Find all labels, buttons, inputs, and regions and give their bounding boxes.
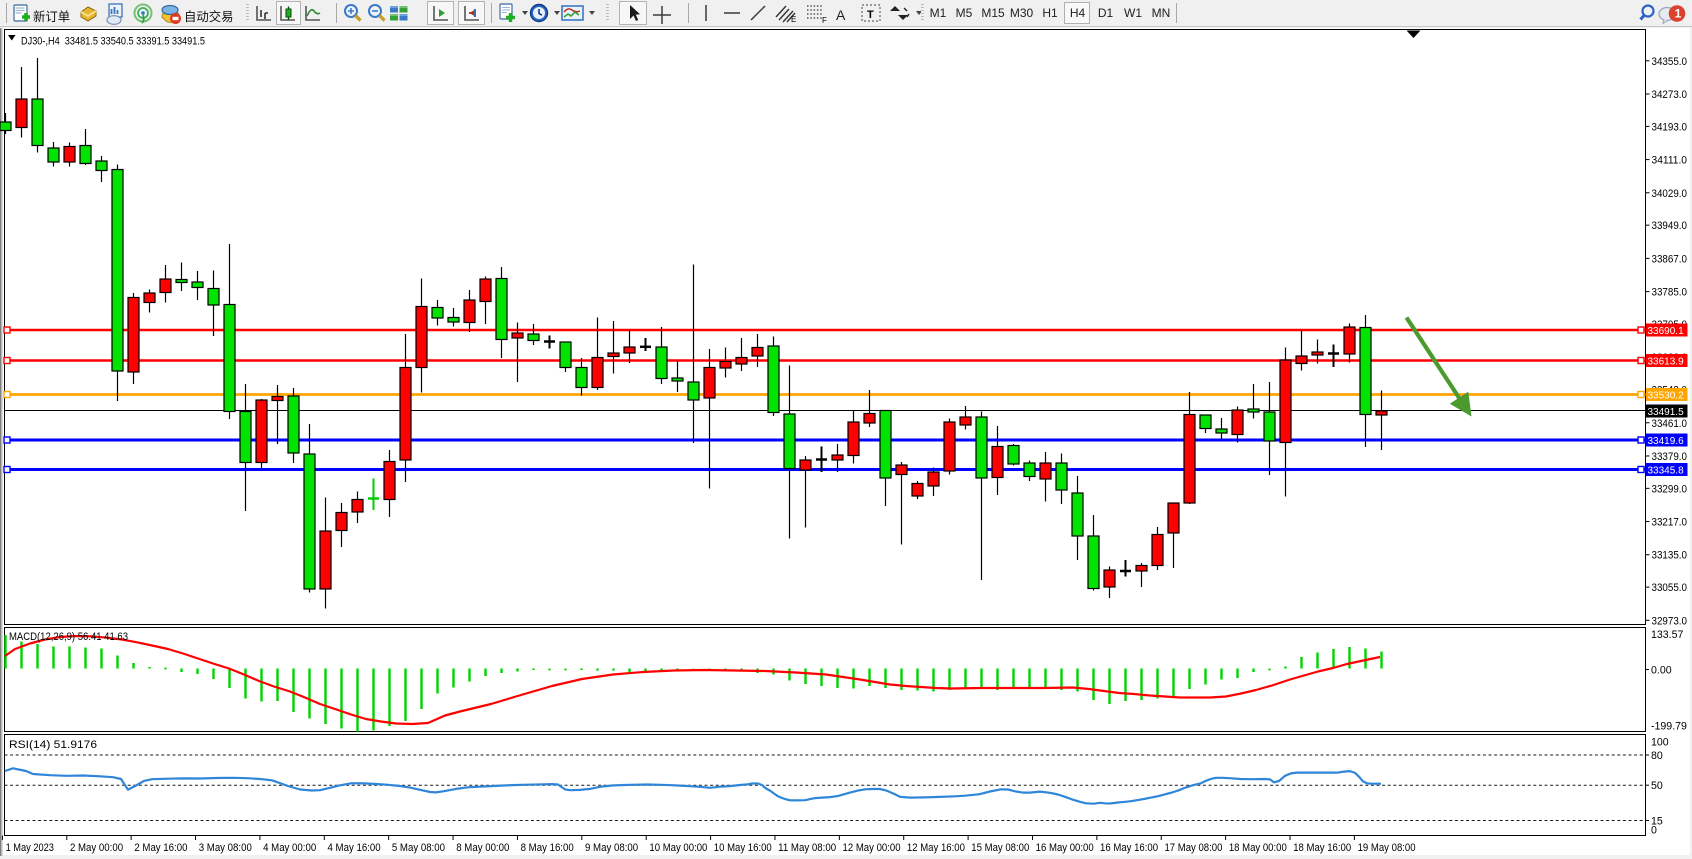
svg-text:33491.5: 33491.5 [1648, 407, 1685, 418]
svg-text:33785.0: 33785.0 [1652, 287, 1688, 299]
svg-text:11 May 08:00: 11 May 08:00 [778, 842, 836, 854]
svg-text:19 May 08:00: 19 May 08:00 [1358, 842, 1416, 854]
svg-text:18 May 00:00: 18 May 00:00 [1229, 842, 1287, 854]
svg-text:33530.2: 33530.2 [1648, 391, 1685, 402]
svg-text:34111.0: 34111.0 [1652, 155, 1688, 167]
svg-text:34029.0: 34029.0 [1652, 188, 1688, 200]
svg-text:1: 1 [1675, 7, 1682, 21]
svg-text:3 May 08:00: 3 May 08:00 [199, 842, 252, 854]
svg-text:16 May 00:00: 16 May 00:00 [1036, 842, 1094, 854]
svg-text:50: 50 [1651, 780, 1663, 792]
svg-text:33379.0: 33379.0 [1652, 451, 1688, 463]
svg-text:9 May 08:00: 9 May 08:00 [585, 842, 638, 854]
svg-text:8 May 00:00: 8 May 00:00 [456, 842, 509, 854]
svg-text:T: T [867, 9, 874, 21]
svg-text:0: 0 [1651, 825, 1657, 837]
svg-text:33135.0: 33135.0 [1652, 550, 1688, 562]
svg-text:18 May 16:00: 18 May 16:00 [1293, 842, 1351, 854]
svg-text:16 May 16:00: 16 May 16:00 [1100, 842, 1158, 854]
svg-text:34355.0: 34355.0 [1652, 56, 1688, 68]
svg-text:10 May 00:00: 10 May 00:00 [649, 842, 707, 854]
svg-text:34193.0: 34193.0 [1652, 121, 1688, 133]
svg-text:4 May 16:00: 4 May 16:00 [328, 842, 381, 854]
svg-text:34273.0: 34273.0 [1652, 89, 1688, 101]
svg-text:2 May 16:00: 2 May 16:00 [134, 842, 187, 854]
svg-text:33419.6: 33419.6 [1648, 436, 1685, 447]
svg-text:33299.0: 33299.0 [1652, 483, 1688, 495]
svg-text:33345.8: 33345.8 [1648, 466, 1685, 477]
svg-text:15: 15 [1651, 816, 1663, 828]
svg-text:E: E [791, 15, 796, 24]
svg-text:F: F [822, 16, 827, 25]
svg-text:4 May 00:00: 4 May 00:00 [263, 842, 316, 854]
svg-text:MACD(12,26,9) 56.41 41.63: MACD(12,26,9) 56.41 41.63 [9, 631, 128, 643]
svg-text:0.00: 0.00 [1651, 665, 1672, 677]
svg-text:2 May 00:00: 2 May 00:00 [70, 842, 123, 854]
svg-text:-199.79: -199.79 [1651, 721, 1687, 733]
svg-text:15 May 08:00: 15 May 08:00 [971, 842, 1029, 854]
svg-text:8 May 16:00: 8 May 16:00 [521, 842, 574, 854]
svg-text:12 May 16:00: 12 May 16:00 [907, 842, 965, 854]
svg-text:12 May 00:00: 12 May 00:00 [843, 842, 901, 854]
svg-text:33690.1: 33690.1 [1648, 326, 1685, 337]
svg-text:33217.0: 33217.0 [1652, 517, 1688, 529]
svg-text:33461.0: 33461.0 [1652, 418, 1688, 430]
svg-text:33613.9: 33613.9 [1648, 357, 1685, 368]
svg-text:133.57: 133.57 [1651, 629, 1684, 641]
svg-text:80: 80 [1651, 750, 1663, 762]
svg-text:DJ30-,H4 33481.5 33540.5 3339: DJ30-,H4 33481.5 33540.5 33391.5 33491.5 [21, 36, 205, 48]
svg-text:RSI(14) 51.9176: RSI(14) 51.9176 [9, 739, 97, 751]
svg-text:100: 100 [1651, 737, 1669, 749]
svg-text:33867.0: 33867.0 [1652, 253, 1688, 265]
svg-text:33055.0: 33055.0 [1652, 582, 1688, 594]
svg-text:10 May 16:00: 10 May 16:00 [714, 842, 772, 854]
svg-text:17 May 08:00: 17 May 08:00 [1164, 842, 1222, 854]
svg-text:5 May 08:00: 5 May 08:00 [392, 842, 445, 854]
svg-text:32973.0: 32973.0 [1652, 615, 1688, 627]
svg-text:1 May 2023: 1 May 2023 [6, 842, 54, 854]
svg-text:33949.0: 33949.0 [1652, 220, 1688, 232]
